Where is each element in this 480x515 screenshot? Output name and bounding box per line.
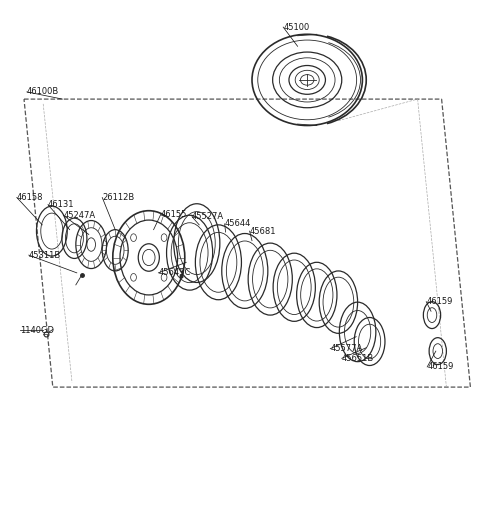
Text: 45577A: 45577A: [330, 344, 362, 353]
Text: 46131: 46131: [48, 200, 74, 209]
Text: 46159: 46159: [427, 363, 454, 371]
Text: 46100B: 46100B: [27, 88, 59, 96]
Text: 45644: 45644: [225, 219, 251, 228]
Text: 45651B: 45651B: [342, 354, 374, 363]
Text: 45100: 45100: [283, 23, 310, 31]
Text: 45527A: 45527A: [192, 212, 224, 221]
Text: 46158: 46158: [17, 193, 43, 202]
Text: 46159: 46159: [426, 297, 453, 306]
Text: 26112B: 26112B: [102, 193, 134, 202]
Text: 45311B: 45311B: [29, 251, 61, 260]
Text: 45247A: 45247A: [63, 211, 96, 220]
Text: 45681: 45681: [250, 227, 276, 235]
Text: 45643C: 45643C: [158, 268, 191, 278]
Text: 46155: 46155: [161, 210, 187, 219]
Text: 1140GD: 1140GD: [20, 326, 54, 335]
